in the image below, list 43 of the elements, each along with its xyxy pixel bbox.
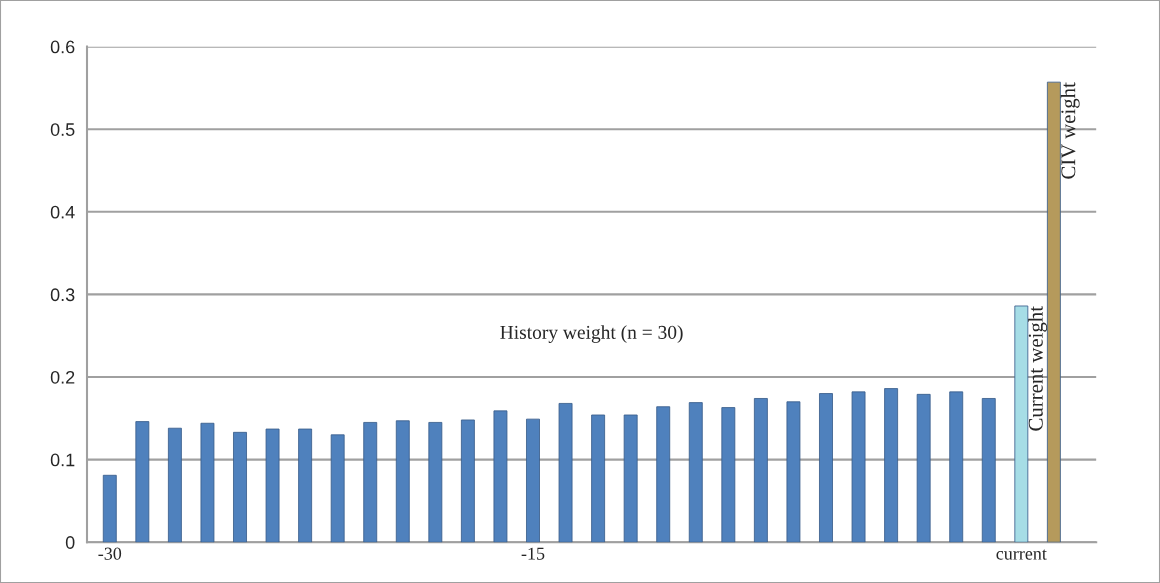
y-tick-label: 0.4 xyxy=(50,205,75,219)
y-tick-label: 0.5 xyxy=(50,123,75,136)
annotation: History weight (n = 30) xyxy=(500,325,683,343)
bar xyxy=(558,403,573,543)
bar xyxy=(395,420,410,543)
y-tick-label: 0 xyxy=(65,536,75,549)
y-tick-label: 0.3 xyxy=(50,288,75,302)
bar xyxy=(1046,81,1061,543)
bar xyxy=(460,419,475,543)
bar xyxy=(786,401,801,543)
bar xyxy=(493,410,508,543)
bar xyxy=(167,427,182,543)
x-tick-label: -30 xyxy=(98,547,122,560)
data-label: CIV weight xyxy=(1060,82,1080,179)
bar xyxy=(851,391,866,543)
x-tick-label: -15 xyxy=(521,547,545,560)
bar xyxy=(753,398,768,543)
bar xyxy=(819,393,833,543)
y-tick-label: 0.2 xyxy=(50,370,75,384)
bar xyxy=(981,398,996,543)
x-tick-label: current xyxy=(996,549,1047,560)
bar xyxy=(688,402,703,543)
bar xyxy=(916,393,931,543)
bar xyxy=(363,422,378,543)
bar xyxy=(656,406,671,543)
data-label: Current weight xyxy=(1028,306,1048,431)
y-tick-label: 0.1 xyxy=(50,453,75,467)
bar xyxy=(526,418,540,543)
bar xyxy=(949,391,964,543)
bar xyxy=(265,428,280,543)
bar xyxy=(102,474,117,543)
bar xyxy=(721,407,736,543)
bar xyxy=(330,434,345,543)
bar xyxy=(623,414,638,543)
bar xyxy=(884,388,899,543)
bar xyxy=(298,428,313,543)
bar xyxy=(135,421,150,543)
y-tick-label: 0.6 xyxy=(50,40,75,54)
bar xyxy=(233,431,247,543)
bar xyxy=(591,414,606,543)
bar xyxy=(200,422,215,543)
bar xyxy=(1014,305,1029,543)
bar xyxy=(428,422,443,543)
